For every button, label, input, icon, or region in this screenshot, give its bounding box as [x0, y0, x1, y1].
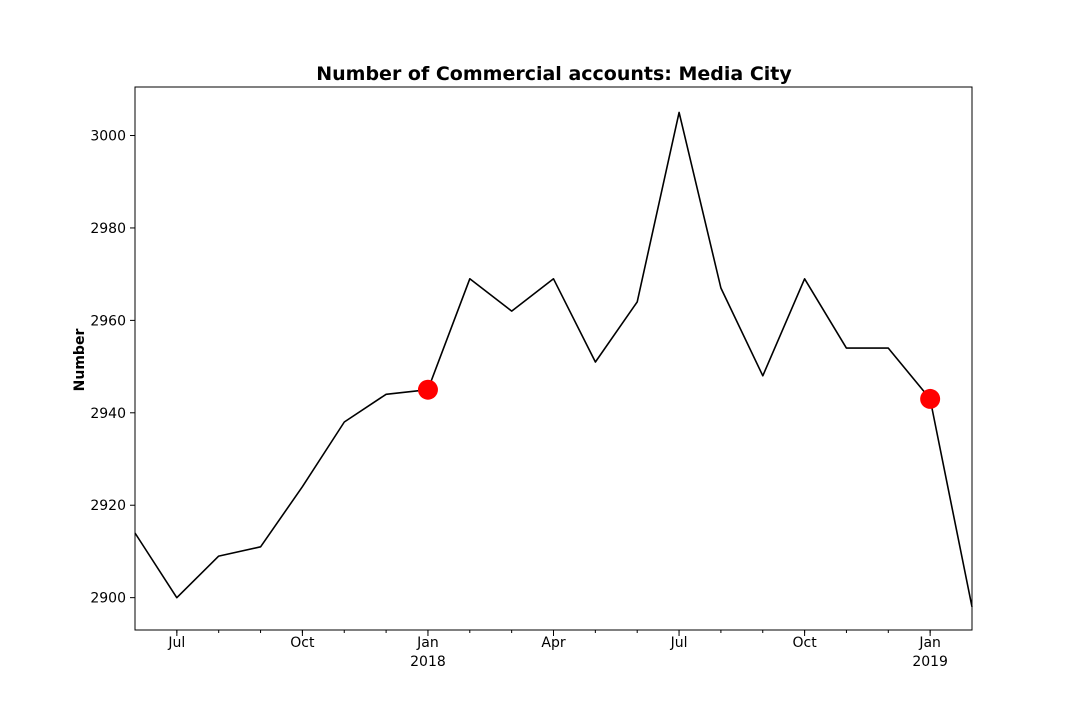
y-tick-label: 2900 [90, 591, 126, 607]
series-line [134, 111, 973, 608]
y-axis: 2900 2920 2940 2960 2980 3000 [90, 129, 135, 607]
chart-title: Number of Commercial accounts: Media Cit… [316, 63, 792, 85]
plot-area [134, 111, 973, 608]
highlight-point [920, 388, 941, 409]
x-tick-year-label: 2018 [410, 654, 446, 670]
y-axis-label: Number [72, 329, 88, 392]
x-tick-label: Oct [290, 635, 315, 651]
x-tick-label: Jul [167, 635, 185, 651]
x-tick-year-label: 2019 [912, 654, 948, 670]
x-tick-label: Jul [670, 635, 688, 651]
y-tick-label: 2980 [90, 221, 126, 237]
axes-frame [134, 86, 973, 631]
x-tick-label: Jan [918, 635, 941, 651]
x-tick-label: Oct [792, 635, 817, 651]
x-tick-label: Jan [416, 635, 439, 651]
y-tick-label: 2940 [90, 406, 126, 422]
x-tick-label: Apr [541, 635, 565, 651]
highlight-point [417, 379, 438, 400]
y-tick-label: 2960 [90, 313, 126, 329]
y-tick-label: 2920 [90, 498, 126, 514]
x-axis: Jul Oct Jan 2018 Apr Jul Oct Jan 2019 [167, 630, 948, 670]
y-tick-label: 3000 [90, 129, 126, 145]
